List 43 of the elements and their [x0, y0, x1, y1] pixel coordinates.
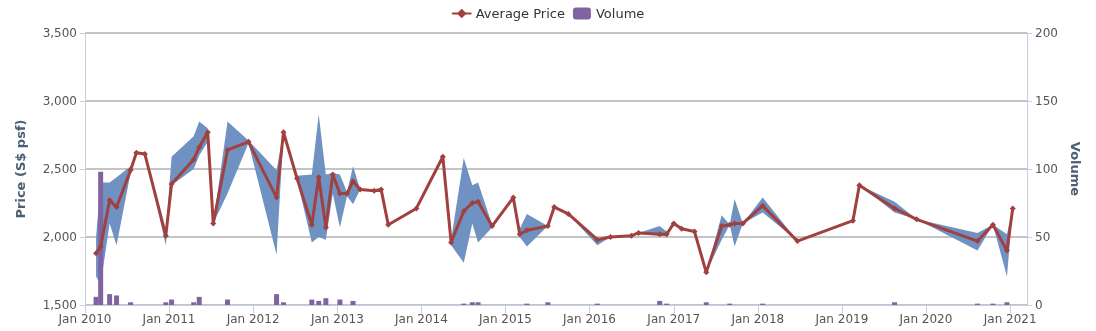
y2-tick-label: 100: [1035, 162, 1058, 176]
y-tick-label: 2,000: [42, 230, 77, 244]
bar: [350, 300, 356, 305]
y2-tick-label: 50: [1035, 230, 1051, 244]
bar: [225, 299, 231, 305]
x-tick-label: Jan 2018: [730, 312, 785, 326]
bar: [98, 171, 104, 305]
y2-tick-label: 200: [1035, 26, 1058, 40]
y-tick-label: 1,500: [42, 298, 77, 312]
x-tick-label: Jan 2014: [393, 312, 448, 326]
x-tick-label: Jan 2015: [478, 312, 532, 326]
bar: [309, 299, 315, 305]
bar: [703, 302, 709, 305]
legend-label: Average Price: [475, 6, 565, 21]
y-tick-label: 3,000: [42, 94, 77, 108]
bar: [545, 302, 551, 305]
y2-axis-title: Volume: [1067, 141, 1083, 197]
bar: [274, 294, 280, 305]
x-tick-label: Jan 2013: [309, 312, 364, 326]
bar: [323, 298, 329, 305]
bar: [657, 300, 663, 305]
bar: [316, 300, 322, 305]
x-tick-label: Jan 2012: [225, 312, 280, 326]
bar: [892, 302, 898, 305]
x-tick-label: Jan 2020: [898, 312, 953, 326]
y-tick-label: 2,500: [42, 162, 77, 176]
y2-tick-label: 0: [1035, 298, 1043, 312]
y2-tick-label: 150: [1035, 94, 1058, 108]
x-tick-label: Jan 2011: [141, 312, 196, 326]
x-tick-label: Jan 2021: [982, 312, 1037, 326]
bar: [280, 302, 286, 305]
bar: [337, 299, 343, 305]
bar: [114, 295, 120, 305]
bar: [128, 302, 134, 305]
legend-label: Volume: [595, 6, 645, 21]
bar: [107, 294, 113, 305]
y-tick-label: 3,500: [42, 26, 77, 40]
y-axis-title: Price (S$ psf): [13, 119, 28, 219]
bar: [1004, 302, 1010, 305]
x-tick-label: Jan 2016: [562, 312, 616, 326]
x-tick-label: Jan 2017: [646, 312, 701, 326]
x-tick-label: Jan 2019: [814, 312, 869, 326]
x-tick-label: Jan 2010: [57, 312, 112, 326]
